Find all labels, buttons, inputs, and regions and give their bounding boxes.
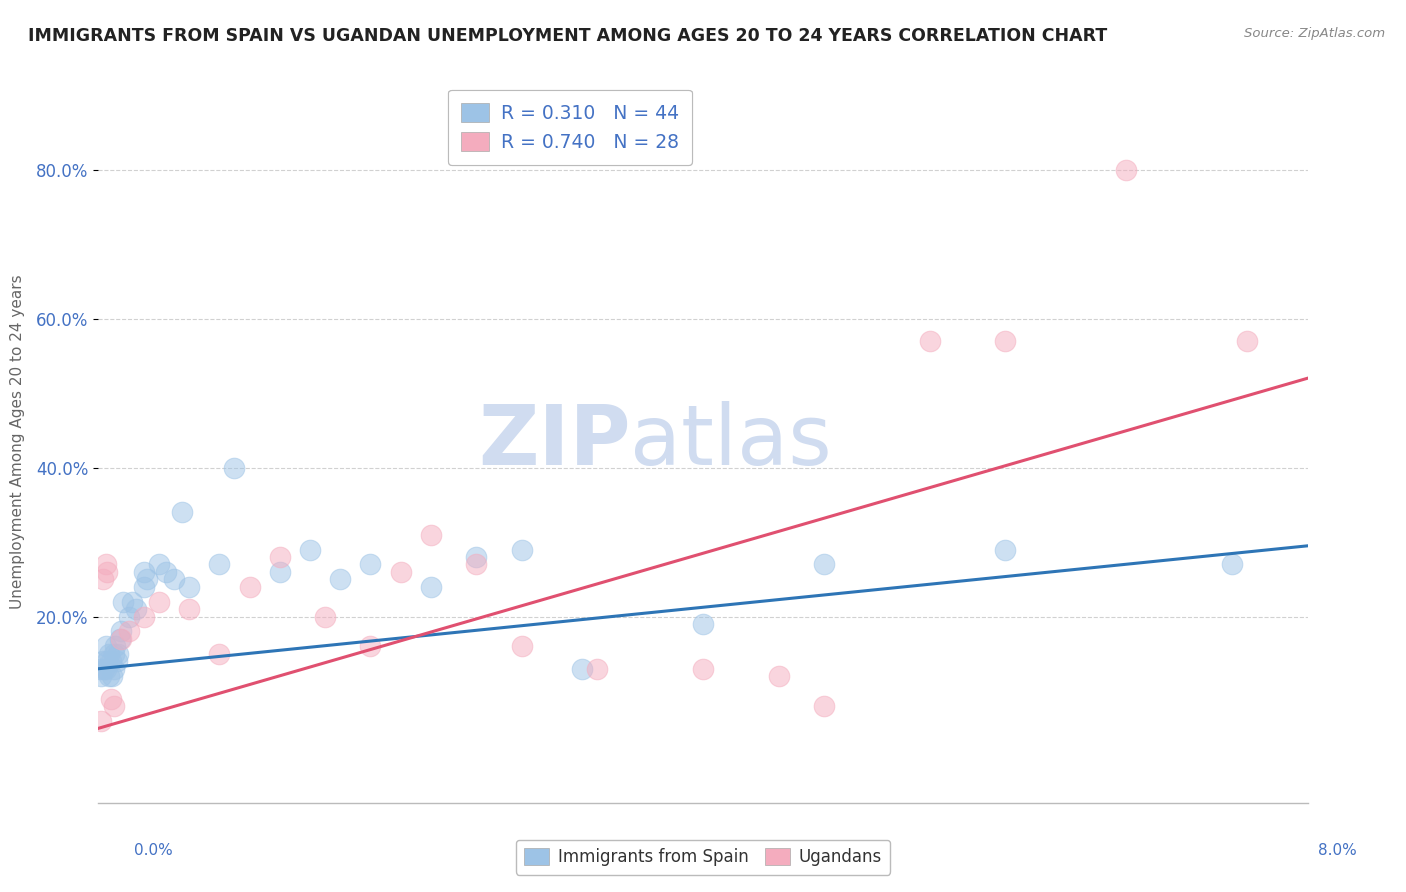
Point — [132, 609, 155, 624]
Y-axis label: Unemployment Among Ages 20 to 24 years: Unemployment Among Ages 20 to 24 years — [10, 274, 25, 609]
Point — [586, 662, 609, 676]
Point — [155, 565, 177, 579]
Point — [918, 334, 941, 348]
Point — [269, 565, 291, 579]
Point — [125, 602, 148, 616]
Point — [103, 662, 125, 676]
Point — [239, 580, 262, 594]
Point — [208, 647, 231, 661]
Point — [420, 527, 443, 541]
Point — [98, 647, 121, 661]
Point — [110, 624, 132, 639]
Point — [269, 549, 291, 564]
Legend: R = 0.310   N = 44, R = 0.740   N = 28: R = 0.310 N = 44, R = 0.740 N = 28 — [449, 90, 692, 165]
Point — [100, 654, 122, 668]
Point — [108, 632, 131, 646]
Point — [994, 542, 1017, 557]
Point — [571, 662, 593, 676]
Point — [510, 640, 533, 654]
Point — [692, 662, 714, 676]
Point — [98, 669, 121, 683]
Point — [111, 595, 134, 609]
Point — [224, 460, 246, 475]
Point — [93, 662, 115, 676]
Point — [1115, 162, 1137, 177]
Point — [813, 698, 835, 713]
Point — [103, 698, 125, 713]
Point — [179, 580, 201, 594]
Point — [89, 662, 111, 676]
Point — [465, 558, 488, 572]
Point — [118, 624, 141, 639]
Point — [360, 558, 382, 572]
Point — [465, 549, 488, 564]
Point — [163, 572, 186, 586]
Point — [360, 640, 382, 654]
Point — [208, 558, 231, 572]
Point — [107, 647, 129, 661]
Text: 0.0%: 0.0% — [134, 843, 173, 858]
Point — [692, 617, 714, 632]
Point — [135, 572, 157, 586]
Point — [132, 580, 155, 594]
Point — [94, 558, 117, 572]
Point — [389, 565, 412, 579]
Point — [1236, 334, 1258, 348]
Text: 8.0%: 8.0% — [1317, 843, 1357, 858]
Point — [91, 572, 114, 586]
Point — [94, 662, 117, 676]
Point — [132, 565, 155, 579]
Point — [170, 505, 193, 519]
Point — [510, 542, 533, 557]
Point — [103, 647, 125, 661]
Point — [148, 595, 170, 609]
Point — [121, 595, 143, 609]
Point — [314, 609, 336, 624]
Text: IMMIGRANTS FROM SPAIN VS UGANDAN UNEMPLOYMENT AMONG AGES 20 TO 24 YEARS CORRELAT: IMMIGRANTS FROM SPAIN VS UGANDAN UNEMPLO… — [28, 27, 1108, 45]
Point — [96, 565, 118, 579]
Legend: Immigrants from Spain, Ugandans: Immigrants from Spain, Ugandans — [516, 840, 890, 875]
Point — [813, 558, 835, 572]
Point — [329, 572, 352, 586]
Point — [101, 669, 124, 683]
Point — [94, 640, 117, 654]
Point — [105, 654, 128, 668]
Text: atlas: atlas — [630, 401, 832, 482]
Point — [96, 654, 118, 668]
Point — [994, 334, 1017, 348]
Point — [100, 691, 122, 706]
Point — [420, 580, 443, 594]
Text: Source: ZipAtlas.com: Source: ZipAtlas.com — [1244, 27, 1385, 40]
Point — [1220, 558, 1243, 572]
Point — [90, 714, 112, 728]
Point — [104, 640, 127, 654]
Point — [299, 542, 322, 557]
Text: ZIP: ZIP — [478, 401, 630, 482]
Point — [91, 654, 114, 668]
Point — [90, 669, 112, 683]
Point — [110, 632, 132, 646]
Point — [768, 669, 790, 683]
Point — [148, 558, 170, 572]
Point — [179, 602, 201, 616]
Point — [118, 609, 141, 624]
